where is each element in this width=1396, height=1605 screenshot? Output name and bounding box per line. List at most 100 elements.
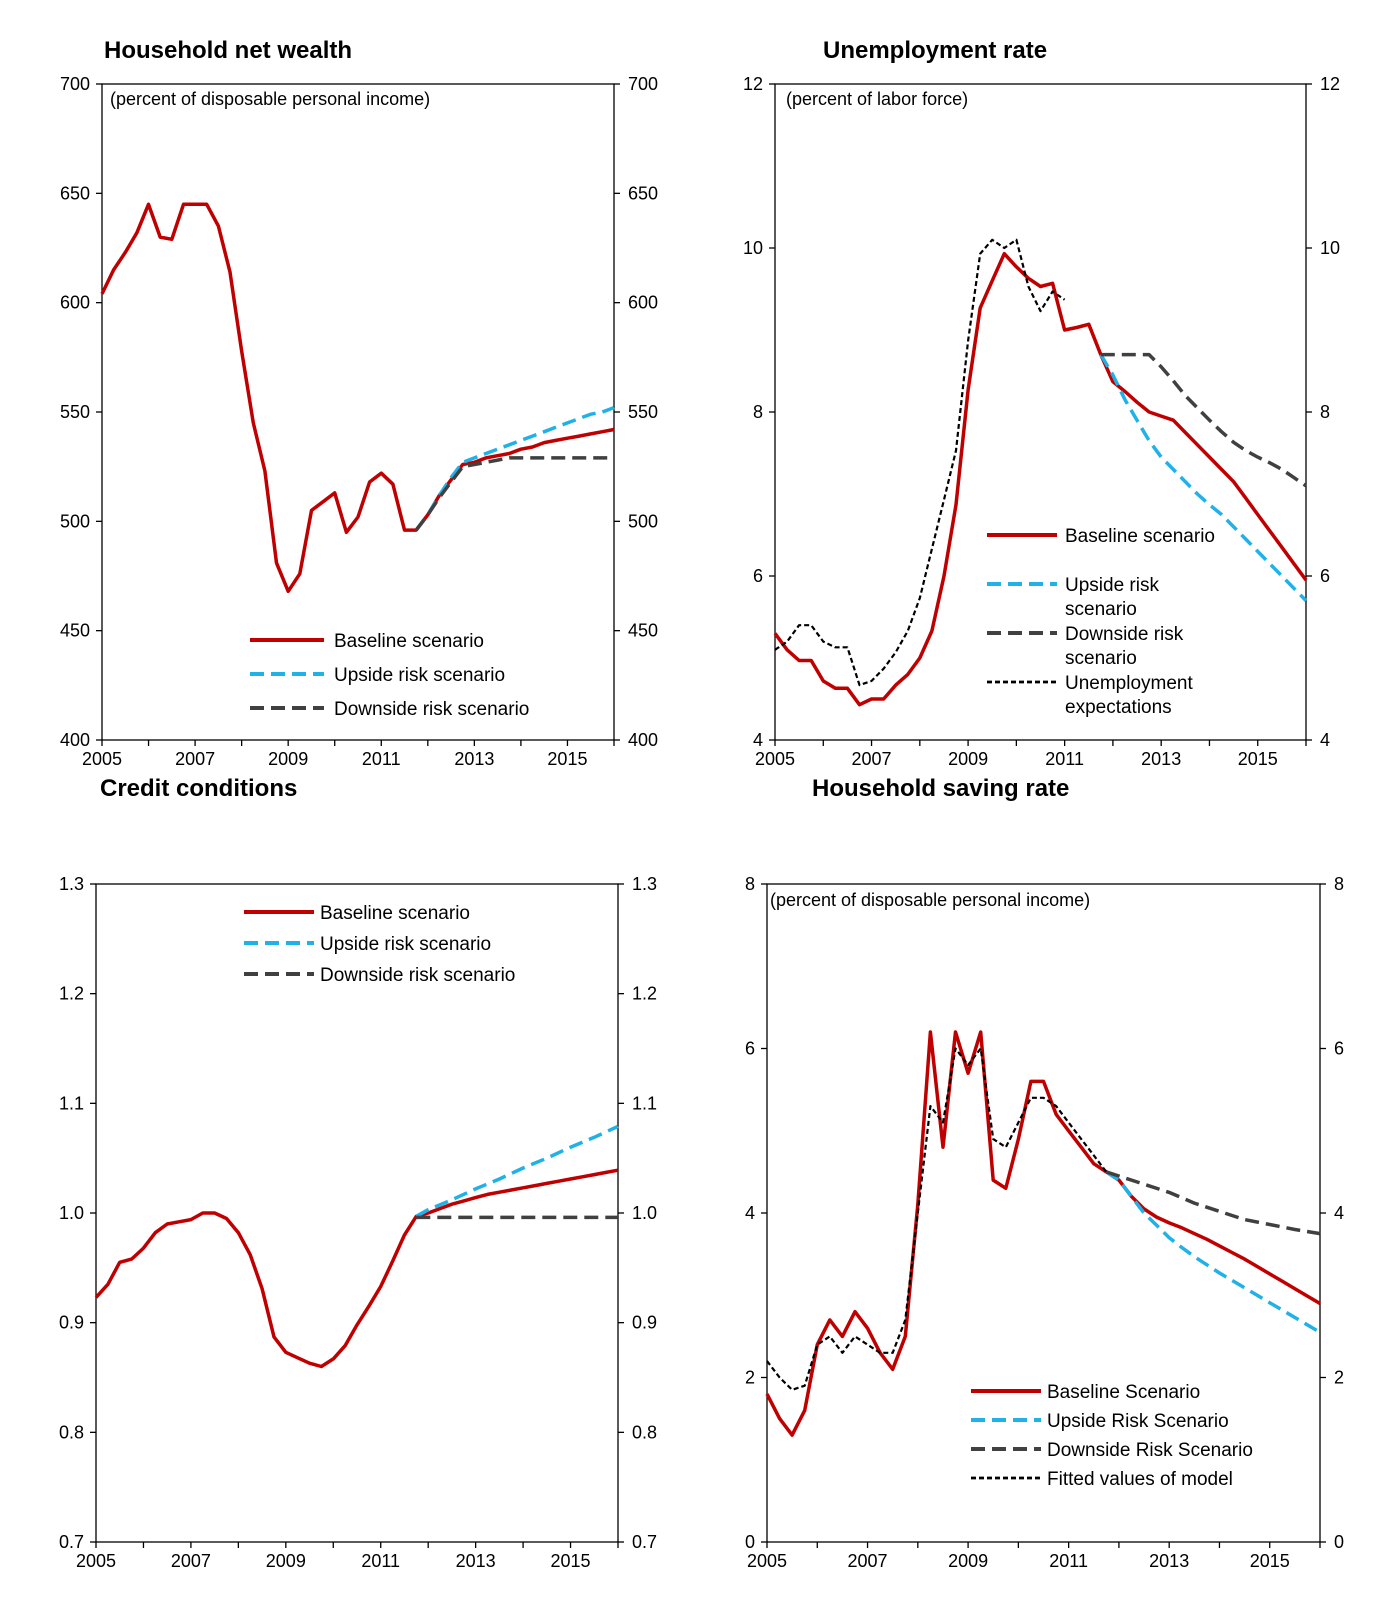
y-tick-label-right: 0.8 <box>632 1422 657 1442</box>
y-tick-label-left: 2 <box>745 1368 755 1388</box>
y-tick-label-right: 1.2 <box>632 984 657 1004</box>
legend: Baseline Scenario Upside Risk Scenario Dow… <box>971 1382 1253 1490</box>
chart-subtitle: (percent of disposable personal income) <box>770 890 1090 910</box>
y-tick-label-right: 600 <box>628 293 658 313</box>
x-tick-label: 2005 <box>76 1551 116 1571</box>
x-tick-label: 2007 <box>171 1551 211 1571</box>
chart-subtitle: (percent of labor force) <box>786 89 968 109</box>
series-line-baseline-scenario <box>94 1168 619 1369</box>
x-tick-label: 2013 <box>1141 749 1181 769</box>
x-tick-label: 2005 <box>747 1551 787 1571</box>
y-tick-label-left: 0.9 <box>59 1313 84 1333</box>
legend-label-upside-risk-scenario: Upside risk scenario <box>334 665 505 686</box>
x-tick-label: 2007 <box>852 749 892 769</box>
x-tick-label: 2011 <box>1049 1551 1088 1571</box>
y-tick-label-right: 500 <box>628 511 658 531</box>
y-tick-label-left: 6 <box>745 1039 755 1059</box>
y-tick-label-left: 700 <box>60 74 90 94</box>
y-tick-label-left: 0 <box>745 1532 755 1552</box>
series-line-baseline-scenario <box>100 202 615 594</box>
legend-label-upside-risk-scenario: Upside Risk Scenario <box>1047 1411 1229 1432</box>
y-tick-label-right: 650 <box>628 183 658 203</box>
y-tick-label-left: 6 <box>753 566 763 586</box>
y-tick-label-left: 10 <box>743 238 763 258</box>
y-tick-label-right: 8 <box>1320 402 1330 422</box>
panel-unemployment-rate: Unemployment rate (percent of labor force… <box>743 37 1340 769</box>
y-tick-label-left: 650 <box>60 183 90 203</box>
chart-subtitle: (percent of disposable personal income) <box>110 89 430 109</box>
x-tick-label: 2011 <box>1045 749 1084 769</box>
x-tick-label: 2015 <box>551 1551 591 1571</box>
legend: Baseline scenario Upside risk scenario Dow… <box>244 903 515 986</box>
chart-title: Unemployment rate <box>823 37 1047 64</box>
x-tick-label: 2011 <box>361 1551 400 1571</box>
y-tick-label-left: 0.8 <box>59 1422 84 1442</box>
y-tick-label-right: 0.9 <box>632 1313 657 1333</box>
x-tick-label: 2009 <box>948 1551 988 1571</box>
legend-label-baseline-scenario: Baseline Scenario <box>1047 1382 1200 1403</box>
y-tick-label-left: 4 <box>745 1203 755 1223</box>
panel-household-net-wealth: Household net wealth (percent of disposab… <box>60 37 658 769</box>
y-tick-label-left: 0.7 <box>59 1532 84 1552</box>
y-tick-label-left: 500 <box>60 511 90 531</box>
y-tick-label-right: 400 <box>628 730 658 750</box>
y-tick-label-left: 1.3 <box>59 874 84 894</box>
legend-label-downside-risk-scenario: Downside risk scenario <box>1065 624 1184 669</box>
y-tick-label-right: 2 <box>1334 1368 1344 1388</box>
x-tick-label: 2009 <box>266 1551 306 1571</box>
y-tick-label-right: 700 <box>628 74 658 94</box>
y-tick-label-left: 1.1 <box>59 1093 84 1113</box>
y-tick-label-left: 550 <box>60 402 90 422</box>
chart-title: Household net wealth <box>104 37 352 64</box>
legend-label-fitted-values-of-model: Fitted values of model <box>1047 1469 1233 1490</box>
series-line-downside-risk-scenario <box>1105 1170 1321 1236</box>
series-line-fitted-values-of-model <box>766 1047 1108 1391</box>
y-tick-label-right: 4 <box>1334 1203 1344 1223</box>
series-line-upside-risk-scenario <box>414 405 615 532</box>
chart-title: Credit conditions <box>100 775 297 802</box>
x-tick-label: 2009 <box>948 749 988 769</box>
y-tick-label-right: 6 <box>1320 566 1330 586</box>
series-line-upside-risk-scenario <box>415 1124 619 1218</box>
series-line-unemployment-expectations <box>774 238 1066 687</box>
y-tick-label-left: 1.2 <box>59 984 84 1004</box>
y-tick-label-right: 10 <box>1320 238 1340 258</box>
series-line-baseline-scenario <box>773 251 1308 707</box>
panel-credit-conditions: Credit conditions 0.7 0.7 0.8 0.8 0.9 0.9 1.0 1.… <box>59 775 657 1571</box>
y-tick-label-right: 450 <box>628 621 658 641</box>
x-tick-label: 2013 <box>454 749 494 769</box>
x-tick-label: 2007 <box>848 1551 888 1571</box>
x-tick-label: 2005 <box>755 749 795 769</box>
y-tick-label-left: 400 <box>60 730 90 750</box>
x-tick-label: 2015 <box>1250 1551 1290 1571</box>
legend-label-downside-risk-scenario: Downside risk scenario <box>320 965 515 986</box>
y-tick-label-right: 1.1 <box>632 1093 657 1113</box>
y-tick-label-right: 1.0 <box>632 1203 657 1223</box>
legend-label-upside-risk-scenario: Upside risk scenario <box>320 934 491 955</box>
legend: Baseline scenario Upside risk scenarioDown… <box>987 526 1215 718</box>
legend-label-baseline-scenario: Baseline scenario <box>320 903 470 924</box>
series-line-downside-risk-scenario <box>1100 352 1307 488</box>
y-tick-label-right: 550 <box>628 402 658 422</box>
panel-household-saving-rate: Household saving rate (percent of disposa… <box>745 775 1344 1571</box>
y-tick-label-left: 1.0 <box>59 1203 84 1223</box>
legend-label-baseline-scenario: Baseline scenario <box>1065 526 1215 547</box>
legend: Baseline scenario Upside risk scenario Dow… <box>250 631 529 720</box>
y-tick-label-left: 4 <box>753 730 763 750</box>
legend-label-unemployment-expectations: Unemployment expectations <box>1065 673 1193 718</box>
plot-area <box>774 83 1307 741</box>
x-tick-label: 2005 <box>82 749 122 769</box>
y-tick-label-right: 0.7 <box>632 1532 657 1552</box>
x-tick-label: 2013 <box>456 1551 496 1571</box>
x-tick-label: 2007 <box>175 749 215 769</box>
x-tick-label: 2011 <box>362 749 401 769</box>
y-tick-label-right: 8 <box>1334 874 1344 894</box>
series-line-downside-risk-scenario <box>414 456 614 532</box>
y-tick-label-left: 450 <box>60 621 90 641</box>
x-tick-label: 2015 <box>547 749 587 769</box>
y-tick-label-right: 12 <box>1320 74 1340 94</box>
series-line-upside-risk-scenario <box>1099 353 1308 602</box>
series-line-baseline-scenario <box>765 1030 1321 1437</box>
legend-label-baseline-scenario: Baseline scenario <box>334 631 484 652</box>
